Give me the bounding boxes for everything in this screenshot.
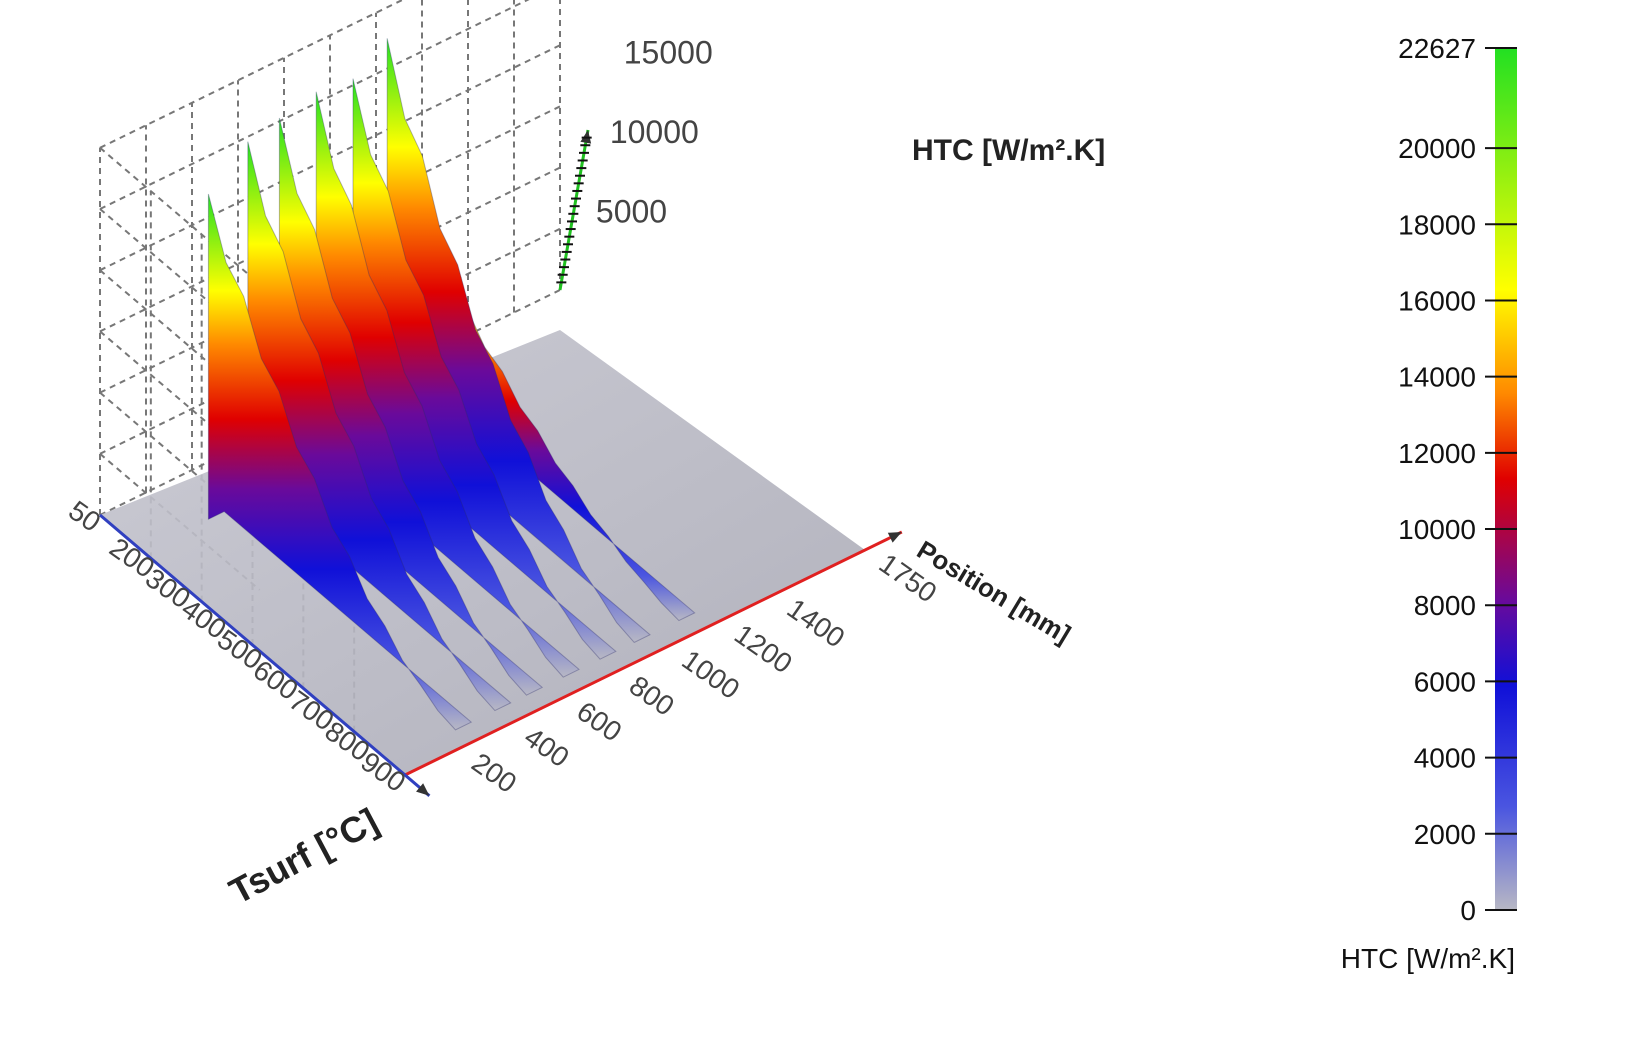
colorbar-title: HTC [W/m².K] xyxy=(1341,943,1515,974)
colorbar-tick-label: 16000 xyxy=(1398,285,1476,316)
colorbar xyxy=(1495,48,1517,910)
colorbar-tick-label: 2000 xyxy=(1414,819,1476,850)
x-tick-label: 600 xyxy=(571,695,627,747)
ridge-6 xyxy=(386,38,651,644)
colorbar-tick-label: 20000 xyxy=(1398,133,1476,164)
y-axis-title: Tsurf [°C] xyxy=(223,800,385,912)
colorbar-tick-label: 12000 xyxy=(1398,438,1476,469)
z-axis-line xyxy=(558,129,590,291)
y-axis-line xyxy=(99,513,431,797)
z-axis-title: HTC [W/m².K] xyxy=(912,134,1105,167)
colorbar-tick-label: 8000 xyxy=(1414,590,1476,621)
z-tick-label: 15000 xyxy=(624,34,713,70)
colorbar-ticks: 0 2000 4000 6000 8000 10000 12000 14000 16000 180… xyxy=(1398,33,1517,926)
colorbar-tick-label: 10000 xyxy=(1398,514,1476,545)
colorbar-tick-label: 6000 xyxy=(1414,666,1476,697)
x-tick-label: 1400 xyxy=(782,593,851,654)
ridges xyxy=(207,38,696,731)
colorbar-tick-label: 14000 xyxy=(1398,362,1476,393)
x-axis-title: Position [mm] xyxy=(912,534,1076,649)
x-tick-label: 1200 xyxy=(729,618,798,679)
x-axis-arrow xyxy=(887,532,902,543)
y-axis-arrow xyxy=(416,783,430,796)
x-tick-label: 800 xyxy=(624,670,680,722)
x-tick-label: 200 xyxy=(466,747,522,799)
colorbar-tick-label: 22627 xyxy=(1398,33,1476,64)
ridge-5 xyxy=(352,78,617,660)
z-tick-labels: 5000100001500022627 xyxy=(596,34,713,229)
ridge-4 xyxy=(315,91,580,678)
colorbar-gradient xyxy=(1495,48,1517,910)
colorbar-tick-label: 0 xyxy=(1460,895,1476,926)
x-axis-line xyxy=(404,530,903,777)
colorbar-tick-label: 4000 xyxy=(1414,743,1476,774)
ridge-1 xyxy=(207,193,473,731)
x-tick-label: 400 xyxy=(519,721,575,773)
colorbar-tick-label: 18000 xyxy=(1398,209,1476,240)
axes xyxy=(99,129,903,797)
z-tick-label: 5000 xyxy=(596,193,667,229)
x-tick-label: 1000 xyxy=(676,644,745,705)
z-tick-label: 10000 xyxy=(610,114,699,150)
ridge-2 xyxy=(247,141,512,712)
